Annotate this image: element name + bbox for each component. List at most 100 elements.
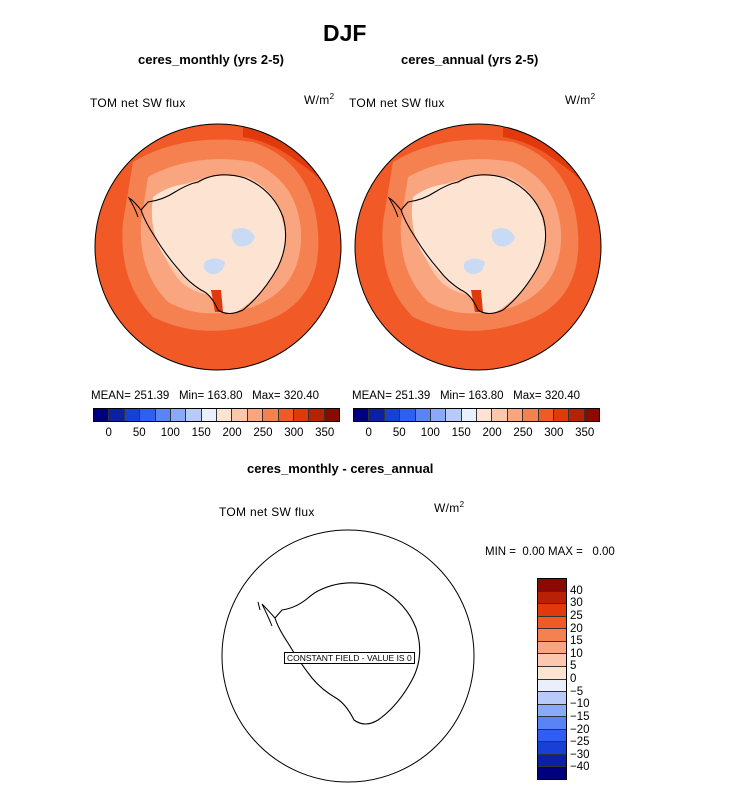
colorbar-swatch (446, 409, 462, 421)
colorbar-tick-label: −40 (570, 761, 590, 774)
colorbar-tick-label: 5 (570, 660, 577, 673)
colorbar-swatch (538, 692, 566, 705)
panel-1-subtitle: ceres_monthly (yrs 2-5) (138, 52, 284, 67)
colorbar-tick-label: 150 (451, 427, 471, 439)
colorbar-swatch (569, 409, 585, 421)
colorbar-swatch (140, 409, 156, 421)
colorbar-tick-label: 10 (570, 647, 583, 660)
panel-2-colorbar (353, 408, 600, 422)
colorbar-swatch (553, 409, 570, 421)
panel-2-units: W/m2 (565, 92, 596, 107)
colorbar-tick-label: 250 (513, 427, 533, 439)
colorbar-swatch (170, 409, 187, 421)
colorbar-swatch (538, 409, 554, 421)
diff-subtitle: ceres_monthly - ceres_annual (247, 461, 434, 476)
colorbar-tick-label: −10 (570, 698, 590, 711)
colorbar-swatch (584, 409, 599, 421)
colorbar-tick-label: 20 (570, 622, 583, 635)
diff-field-label: TOM net SW flux (219, 505, 315, 519)
colorbar-tick-label: 30 (570, 597, 583, 610)
colorbar-tick-label: 100 (420, 427, 440, 439)
colorbar-swatch (538, 654, 566, 667)
colorbar-swatch (94, 409, 110, 421)
colorbar-swatch (109, 409, 125, 421)
colorbar-swatch (400, 409, 416, 421)
colorbar-swatch (201, 409, 217, 421)
colorbar-swatch (324, 409, 339, 421)
panel-1-stats: MEAN= 251.39 Min= 163.80 Max= 320.40 (91, 390, 320, 402)
colorbar-swatch (461, 409, 477, 421)
colorbar-tick-label: 0 (365, 427, 372, 439)
colorbar-tick-label: 250 (253, 427, 273, 439)
panel-1-units: W/m2 (304, 92, 335, 107)
panel-2-subtitle: ceres_annual (yrs 2-5) (401, 52, 539, 67)
colorbar-swatch (538, 704, 566, 718)
colorbar-swatch (538, 666, 566, 680)
panel-1-colorbar (93, 408, 340, 422)
colorbar-tick-label: 50 (392, 427, 406, 439)
colorbar-swatch (538, 591, 566, 605)
panel-2-colorbar-ticks: 0 50 100 150 200 250 300 350 (353, 427, 600, 441)
constant-field-note: CONSTANT FIELD - VALUE IS 0 (284, 652, 415, 664)
colorbar-tick-label: 50 (132, 427, 146, 439)
panel-1-field-label: TOM net SW flux (90, 96, 186, 110)
colorbar-tick-label: 300 (544, 427, 564, 439)
colorbar-tick-label: 300 (284, 427, 304, 439)
colorbar-swatch (124, 409, 141, 421)
colorbar-swatch (354, 409, 370, 421)
colorbar-swatch (538, 767, 566, 779)
panel-2-stats: MEAN= 251.39 Min= 163.80 Max= 320.40 (352, 390, 581, 402)
colorbar-swatch (415, 409, 431, 421)
colorbar-swatch (538, 604, 566, 617)
colorbar-tick-label: −25 (570, 736, 590, 749)
colorbar-tick-label: 200 (482, 427, 502, 439)
colorbar-swatch (430, 409, 447, 421)
colorbar-swatch (155, 409, 171, 421)
page-title: DJF (323, 20, 367, 46)
colorbar-swatch (507, 409, 524, 421)
colorbar-tick-label: −30 (570, 748, 590, 761)
colorbar-swatch (538, 742, 566, 755)
colorbar-swatch (247, 409, 264, 421)
colorbar-tick-label: 200 (222, 427, 242, 439)
colorbar-swatch (538, 679, 566, 693)
colorbar-swatch (538, 641, 566, 655)
colorbar-swatch (384, 409, 401, 421)
colorbar-tick-label: 25 (570, 609, 583, 622)
colorbar-tick-label: 0 (105, 427, 112, 439)
colorbar-swatch (538, 616, 566, 630)
colorbar-swatch (186, 409, 202, 421)
colorbar-tick-label: −5 (570, 685, 584, 698)
colorbar-swatch (538, 729, 566, 743)
colorbar-swatch (538, 754, 566, 768)
panel-2-map (354, 123, 602, 371)
colorbar-tick-label: 40 (570, 584, 583, 597)
panel-1-colorbar-ticks: 0 50 100 150 200 250 300 350 (93, 427, 340, 441)
colorbar-swatch (263, 409, 279, 421)
colorbar-tick-label: −20 (570, 723, 590, 736)
colorbar-swatch (538, 579, 566, 592)
colorbar-swatch (523, 409, 539, 421)
colorbar-swatch (293, 409, 310, 421)
colorbar-swatch (492, 409, 508, 421)
colorbar-swatch (309, 409, 325, 421)
diff-min-max: MIN = 0.00 MAX = 0.00 (485, 546, 615, 558)
colorbar-tick-label: −15 (570, 710, 590, 723)
colorbar-tick-label: 150 (191, 427, 211, 439)
colorbar-swatch (217, 409, 233, 421)
colorbar-swatch (538, 629, 566, 642)
panel-1-map (94, 123, 342, 371)
colorbar-swatch (477, 409, 493, 421)
colorbar-tick-label: 350 (575, 427, 595, 439)
colorbar-tick-label: 15 (570, 635, 583, 648)
colorbar-swatch (369, 409, 385, 421)
colorbar-swatch (232, 409, 248, 421)
colorbar-swatch (278, 409, 294, 421)
diff-colorbar-ticks: 40 30 25 20 15 10 5 0 −5 −10 −15 −20 −25 −30 −40 (570, 578, 610, 780)
diff-colorbar (537, 578, 567, 780)
colorbar-tick-label: 0 (570, 673, 577, 685)
colorbar-tick-label: 350 (315, 427, 335, 439)
colorbar-swatch (538, 717, 566, 730)
panel-2-field-label: TOM net SW flux (349, 96, 445, 110)
colorbar-tick-label: 100 (160, 427, 180, 439)
